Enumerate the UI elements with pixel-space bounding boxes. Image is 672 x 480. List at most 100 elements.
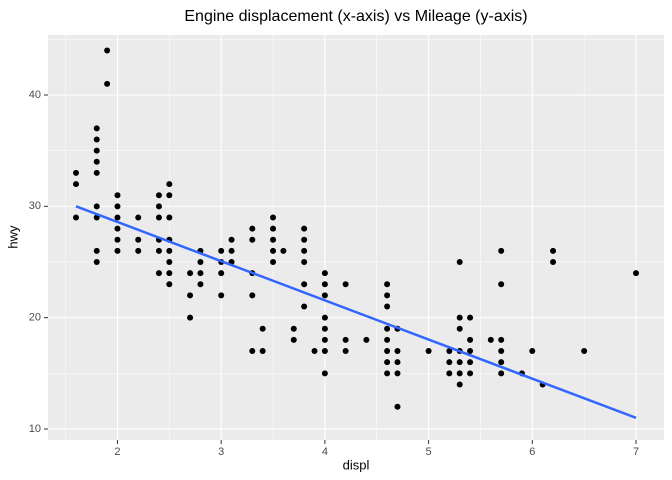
point — [166, 270, 173, 277]
point — [550, 258, 557, 265]
point — [498, 370, 505, 377]
point — [166, 214, 173, 221]
point — [342, 348, 349, 355]
point — [218, 247, 225, 254]
point — [321, 336, 328, 343]
point — [155, 214, 162, 221]
point — [498, 336, 505, 343]
point — [104, 47, 111, 54]
point — [166, 258, 173, 265]
point — [93, 147, 100, 154]
point — [166, 247, 173, 254]
point — [93, 136, 100, 143]
point — [249, 236, 256, 243]
point — [456, 314, 463, 321]
point — [187, 270, 194, 277]
point — [301, 247, 308, 254]
point — [93, 203, 100, 210]
point — [166, 281, 173, 288]
point — [384, 292, 391, 299]
point — [114, 214, 121, 221]
point — [197, 281, 204, 288]
point — [321, 370, 328, 377]
point — [187, 314, 194, 321]
point — [155, 270, 162, 277]
point — [280, 247, 287, 254]
point — [270, 258, 277, 265]
point — [456, 381, 463, 388]
panel — [48, 35, 664, 440]
point — [249, 292, 256, 299]
point — [498, 359, 505, 366]
point — [321, 348, 328, 355]
point — [321, 281, 328, 288]
point — [166, 181, 173, 188]
point — [498, 281, 505, 288]
point — [550, 247, 557, 254]
point — [155, 192, 162, 199]
point — [363, 336, 370, 343]
point — [384, 348, 391, 355]
point — [197, 270, 204, 277]
x-tick-label: 7 — [633, 446, 639, 458]
point — [384, 370, 391, 377]
point — [456, 325, 463, 332]
fit-line — [75, 205, 637, 420]
x-tick-label: 5 — [426, 446, 432, 458]
point — [384, 303, 391, 310]
point — [456, 359, 463, 366]
point — [249, 348, 256, 355]
point — [259, 325, 266, 332]
point — [290, 336, 297, 343]
point — [270, 247, 277, 254]
point — [93, 125, 100, 132]
y-axis-title: hwy — [5, 225, 20, 249]
point — [384, 359, 391, 366]
point — [301, 281, 308, 288]
x-tick-label: 2 — [114, 446, 120, 458]
point — [498, 348, 505, 355]
point — [321, 292, 328, 299]
point — [135, 214, 142, 221]
point — [290, 325, 297, 332]
y-tick-label: 40 — [29, 89, 41, 101]
y-tick-label: 10 — [29, 423, 41, 435]
point — [93, 169, 100, 176]
point — [301, 225, 308, 232]
point — [467, 336, 474, 343]
point — [467, 359, 474, 366]
point — [259, 348, 266, 355]
point — [446, 370, 453, 377]
point — [93, 258, 100, 265]
point — [270, 214, 277, 221]
point — [384, 336, 391, 343]
point — [456, 370, 463, 377]
chart-title: Engine displacement (x-axis) vs Mileage … — [184, 8, 527, 25]
point — [73, 214, 79, 221]
point — [73, 181, 79, 188]
point — [93, 247, 100, 254]
point — [114, 225, 121, 232]
point — [301, 303, 308, 310]
x-axis-title: displ — [343, 457, 370, 472]
x-tick-label: 4 — [322, 446, 328, 458]
point — [114, 203, 121, 210]
point — [633, 270, 639, 277]
point — [581, 348, 588, 355]
point — [104, 80, 111, 87]
point — [487, 336, 494, 343]
point — [135, 247, 142, 254]
point — [155, 203, 162, 210]
point — [135, 236, 142, 243]
point — [311, 348, 318, 355]
point — [218, 270, 225, 277]
point — [321, 270, 328, 277]
point — [321, 314, 328, 321]
point — [342, 281, 349, 288]
point — [73, 169, 79, 176]
point — [394, 370, 401, 377]
point — [155, 247, 162, 254]
point — [498, 247, 505, 254]
point — [228, 236, 235, 243]
